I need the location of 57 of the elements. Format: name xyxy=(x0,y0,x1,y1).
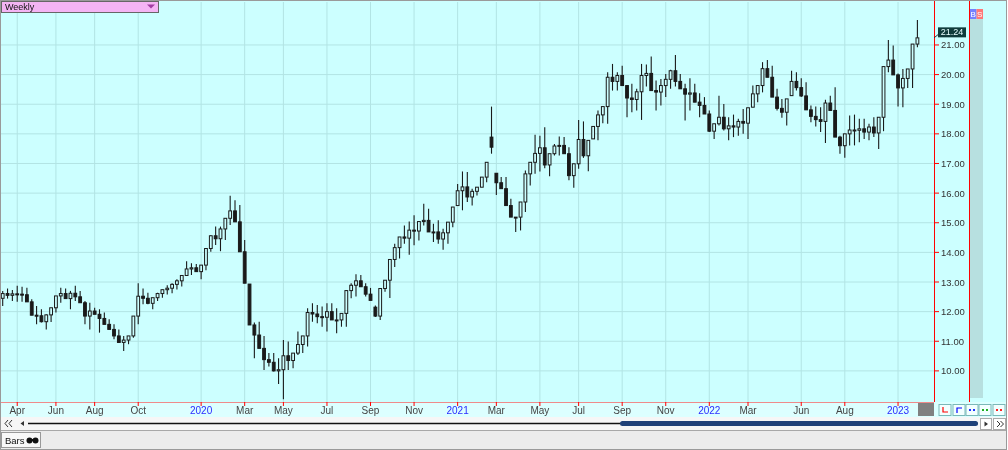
x-tick-label: Sep xyxy=(361,404,380,416)
text: Bars xyxy=(5,435,25,446)
candlestick xyxy=(431,223,436,243)
candlestick xyxy=(639,63,644,121)
y-tick-label: 18.00 xyxy=(941,128,965,140)
candlestick xyxy=(97,308,102,334)
y-tick-label: 17.00 xyxy=(941,157,965,169)
x-tick-label: Mar xyxy=(236,404,254,416)
y-tick-label: 20.00 xyxy=(941,69,965,81)
x-tick-label: Oct xyxy=(130,404,147,416)
x-tick-label: Jul xyxy=(572,404,586,416)
candlestick xyxy=(673,54,678,87)
candlestick xyxy=(460,170,465,211)
candlestick xyxy=(34,305,39,325)
x-tick-label: Apr xyxy=(9,404,26,416)
candlestick xyxy=(276,357,281,385)
y-tick-label: 10.00 xyxy=(941,365,965,377)
candlestick xyxy=(818,106,823,133)
candlestick xyxy=(823,99,828,144)
candlestick xyxy=(731,114,736,138)
candlestick xyxy=(305,307,310,348)
x-tick-label: Jun xyxy=(793,404,810,416)
y-tick-label: 14.00 xyxy=(941,246,965,258)
y-tick-label: 16.00 xyxy=(941,187,965,199)
candlestick xyxy=(402,224,407,245)
chart-title: Weekly xyxy=(5,2,35,13)
candlestick xyxy=(494,172,499,196)
candlestick xyxy=(760,61,765,93)
candlestick xyxy=(784,98,789,127)
x-tick-label: 2021 xyxy=(446,404,470,416)
x-tick-label: 2020 xyxy=(190,404,213,416)
candlestick xyxy=(397,236,402,260)
x-tick-label: May xyxy=(273,404,293,416)
text: 21.24 xyxy=(940,27,964,38)
y-tick-label: 11.00 xyxy=(941,335,965,347)
candlestick xyxy=(852,114,857,146)
x-tick-label: Aug xyxy=(835,404,854,416)
x-tick-label: 2022 xyxy=(698,404,721,416)
x-tick-label: Nov xyxy=(656,404,675,416)
y-tick-label: 21.00 xyxy=(941,39,965,51)
x-tick-label: Jun xyxy=(47,404,64,416)
x-tick-label: Jul xyxy=(320,404,334,416)
y-tick-label: 15.00 xyxy=(941,217,965,229)
y-tick-label: 13.00 xyxy=(941,276,965,288)
candlestick xyxy=(489,106,494,155)
x-tick-label: Nov xyxy=(405,404,423,416)
candlestick xyxy=(789,70,794,97)
y-tick-label: 19.00 xyxy=(941,98,965,110)
x-tick-label: Mar xyxy=(739,404,758,416)
candlestick xyxy=(68,290,73,310)
x-tick-label: Mar xyxy=(487,404,506,416)
x-tick-label: May xyxy=(530,404,550,416)
y-tick-label: 12.00 xyxy=(941,306,965,318)
x-tick-label: Aug xyxy=(85,404,104,416)
x-tick-label: 2023 xyxy=(886,404,910,416)
x-tick-label: Sep xyxy=(613,404,632,416)
candlestick xyxy=(426,208,431,233)
